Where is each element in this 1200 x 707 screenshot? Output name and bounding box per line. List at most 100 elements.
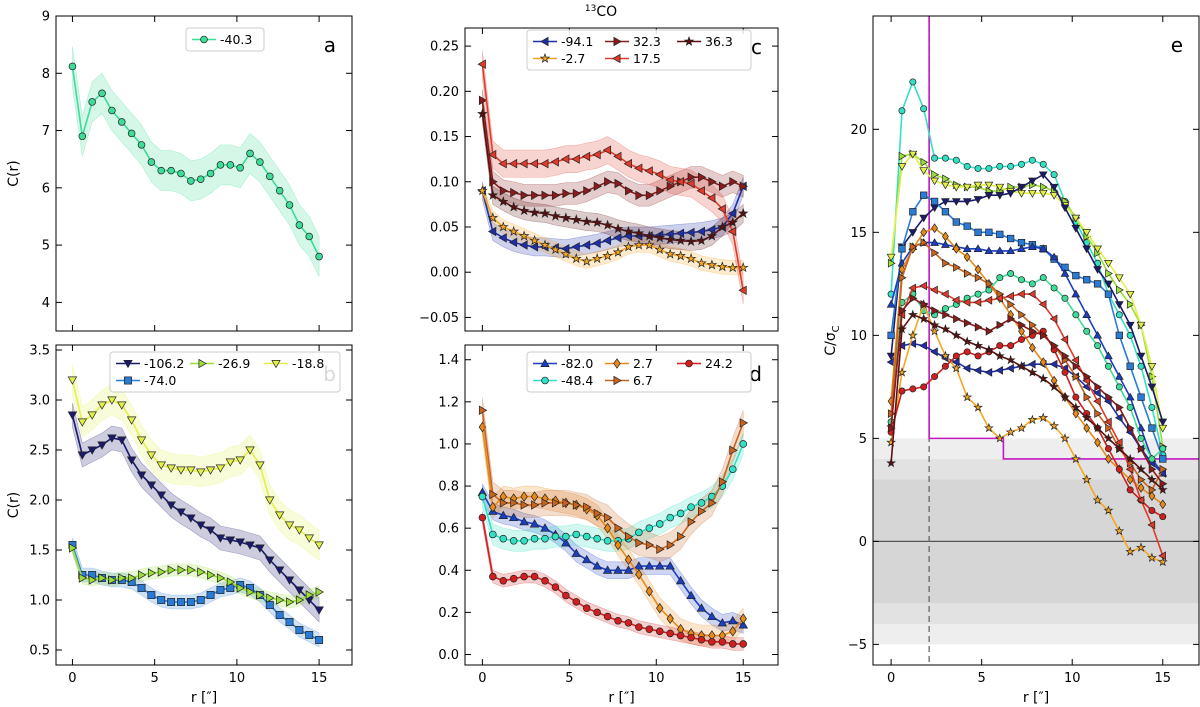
data-point (255, 461, 265, 470)
data-point (1137, 393, 1145, 401)
series--40.3 (68, 62, 323, 261)
data-point (108, 575, 117, 585)
data-point (126, 416, 137, 425)
data-point (315, 252, 323, 261)
data-point (635, 190, 644, 201)
data-point (1137, 482, 1145, 493)
data-point (645, 625, 654, 633)
data-point (942, 258, 950, 268)
data-point (1093, 330, 1103, 339)
data-point (898, 306, 907, 316)
data-point (1050, 171, 1058, 179)
data-point (531, 500, 540, 510)
data-point (265, 601, 274, 609)
data-point (583, 502, 592, 512)
data-point (974, 264, 982, 275)
data-point (738, 620, 749, 629)
data-point (1094, 409, 1103, 419)
data-point (962, 297, 971, 307)
data-point (708, 176, 717, 187)
data-point (478, 95, 488, 106)
data-point (963, 348, 971, 356)
data-point (887, 258, 896, 268)
data-point (245, 446, 255, 455)
data-point (1115, 311, 1123, 319)
data-point (156, 491, 167, 500)
data-point (603, 522, 612, 534)
data-point (1148, 455, 1156, 463)
data-point (676, 509, 685, 518)
data-point (1125, 392, 1135, 401)
series--26.9 (68, 543, 325, 607)
y-tick-label: 1.2 (438, 395, 459, 410)
x-tick-label: 0 (68, 671, 76, 686)
data-point (294, 586, 305, 595)
data-point (1016, 289, 1025, 299)
data-point (898, 273, 907, 283)
data-point (304, 534, 315, 543)
data-point (498, 196, 509, 207)
data-point (294, 526, 305, 535)
legend-label: -2.7 (561, 51, 585, 66)
data-point (1148, 491, 1156, 501)
data-point (931, 223, 938, 234)
data-point (1060, 268, 1070, 277)
y-tick-label: 2.0 (29, 494, 50, 509)
data-point (593, 608, 601, 617)
data-point (941, 154, 949, 162)
data-point (624, 554, 633, 566)
data-point (886, 352, 896, 361)
data-point (1081, 474, 1092, 484)
data-point (126, 456, 137, 465)
data-point (727, 226, 737, 237)
data-point (994, 350, 1005, 361)
data-point (1093, 280, 1102, 288)
data-point (1027, 367, 1038, 377)
data-point (560, 154, 570, 164)
data-point (581, 151, 591, 162)
data-point (1038, 171, 1048, 180)
panel-a-chart: 4 5 6 7 8 9 C(r) a -40.3 (6, 10, 353, 332)
data-point (1038, 412, 1049, 422)
data-point (666, 181, 676, 192)
y-tick-label: 1.0 (438, 437, 459, 452)
data-point (707, 224, 716, 235)
data-point (276, 595, 285, 605)
data-point (1038, 299, 1047, 309)
data-point (909, 293, 918, 303)
data-point (687, 172, 696, 183)
data-point (245, 541, 255, 550)
data-point (1148, 464, 1157, 474)
data-point (487, 212, 499, 223)
data-point (1158, 418, 1168, 427)
data-point (635, 528, 643, 537)
data-point (951, 357, 960, 367)
legend-label: 24.2 (705, 356, 733, 371)
data-point (1006, 246, 1016, 255)
legend-item: 24.2 (677, 356, 733, 371)
data-point (930, 238, 940, 246)
data-point (593, 534, 601, 543)
data-point (1125, 546, 1136, 556)
legend-box (185, 27, 265, 52)
data-point (1071, 225, 1081, 233)
data-point (675, 176, 685, 187)
legend-b: -106.2 -74.0 -26.9 -18.8 (109, 351, 341, 393)
data-point (984, 422, 994, 433)
data-point (909, 208, 917, 216)
data-point (68, 62, 77, 71)
legend-d: -82.0 -48.4 2.7 6.7 24.2 (526, 351, 752, 393)
data-point (603, 612, 612, 621)
data-point (687, 517, 696, 527)
data-point (1126, 403, 1134, 411)
data-point (195, 468, 206, 477)
data-point (215, 464, 226, 473)
data-point (593, 181, 603, 192)
x-tick-label: 5 (151, 671, 159, 686)
y-tick-label: −5 (848, 638, 867, 653)
data-point (137, 584, 146, 592)
data-point (305, 232, 314, 241)
data-point (1157, 484, 1168, 495)
y-tick-label: 20 (850, 123, 867, 138)
data-point (275, 186, 284, 195)
